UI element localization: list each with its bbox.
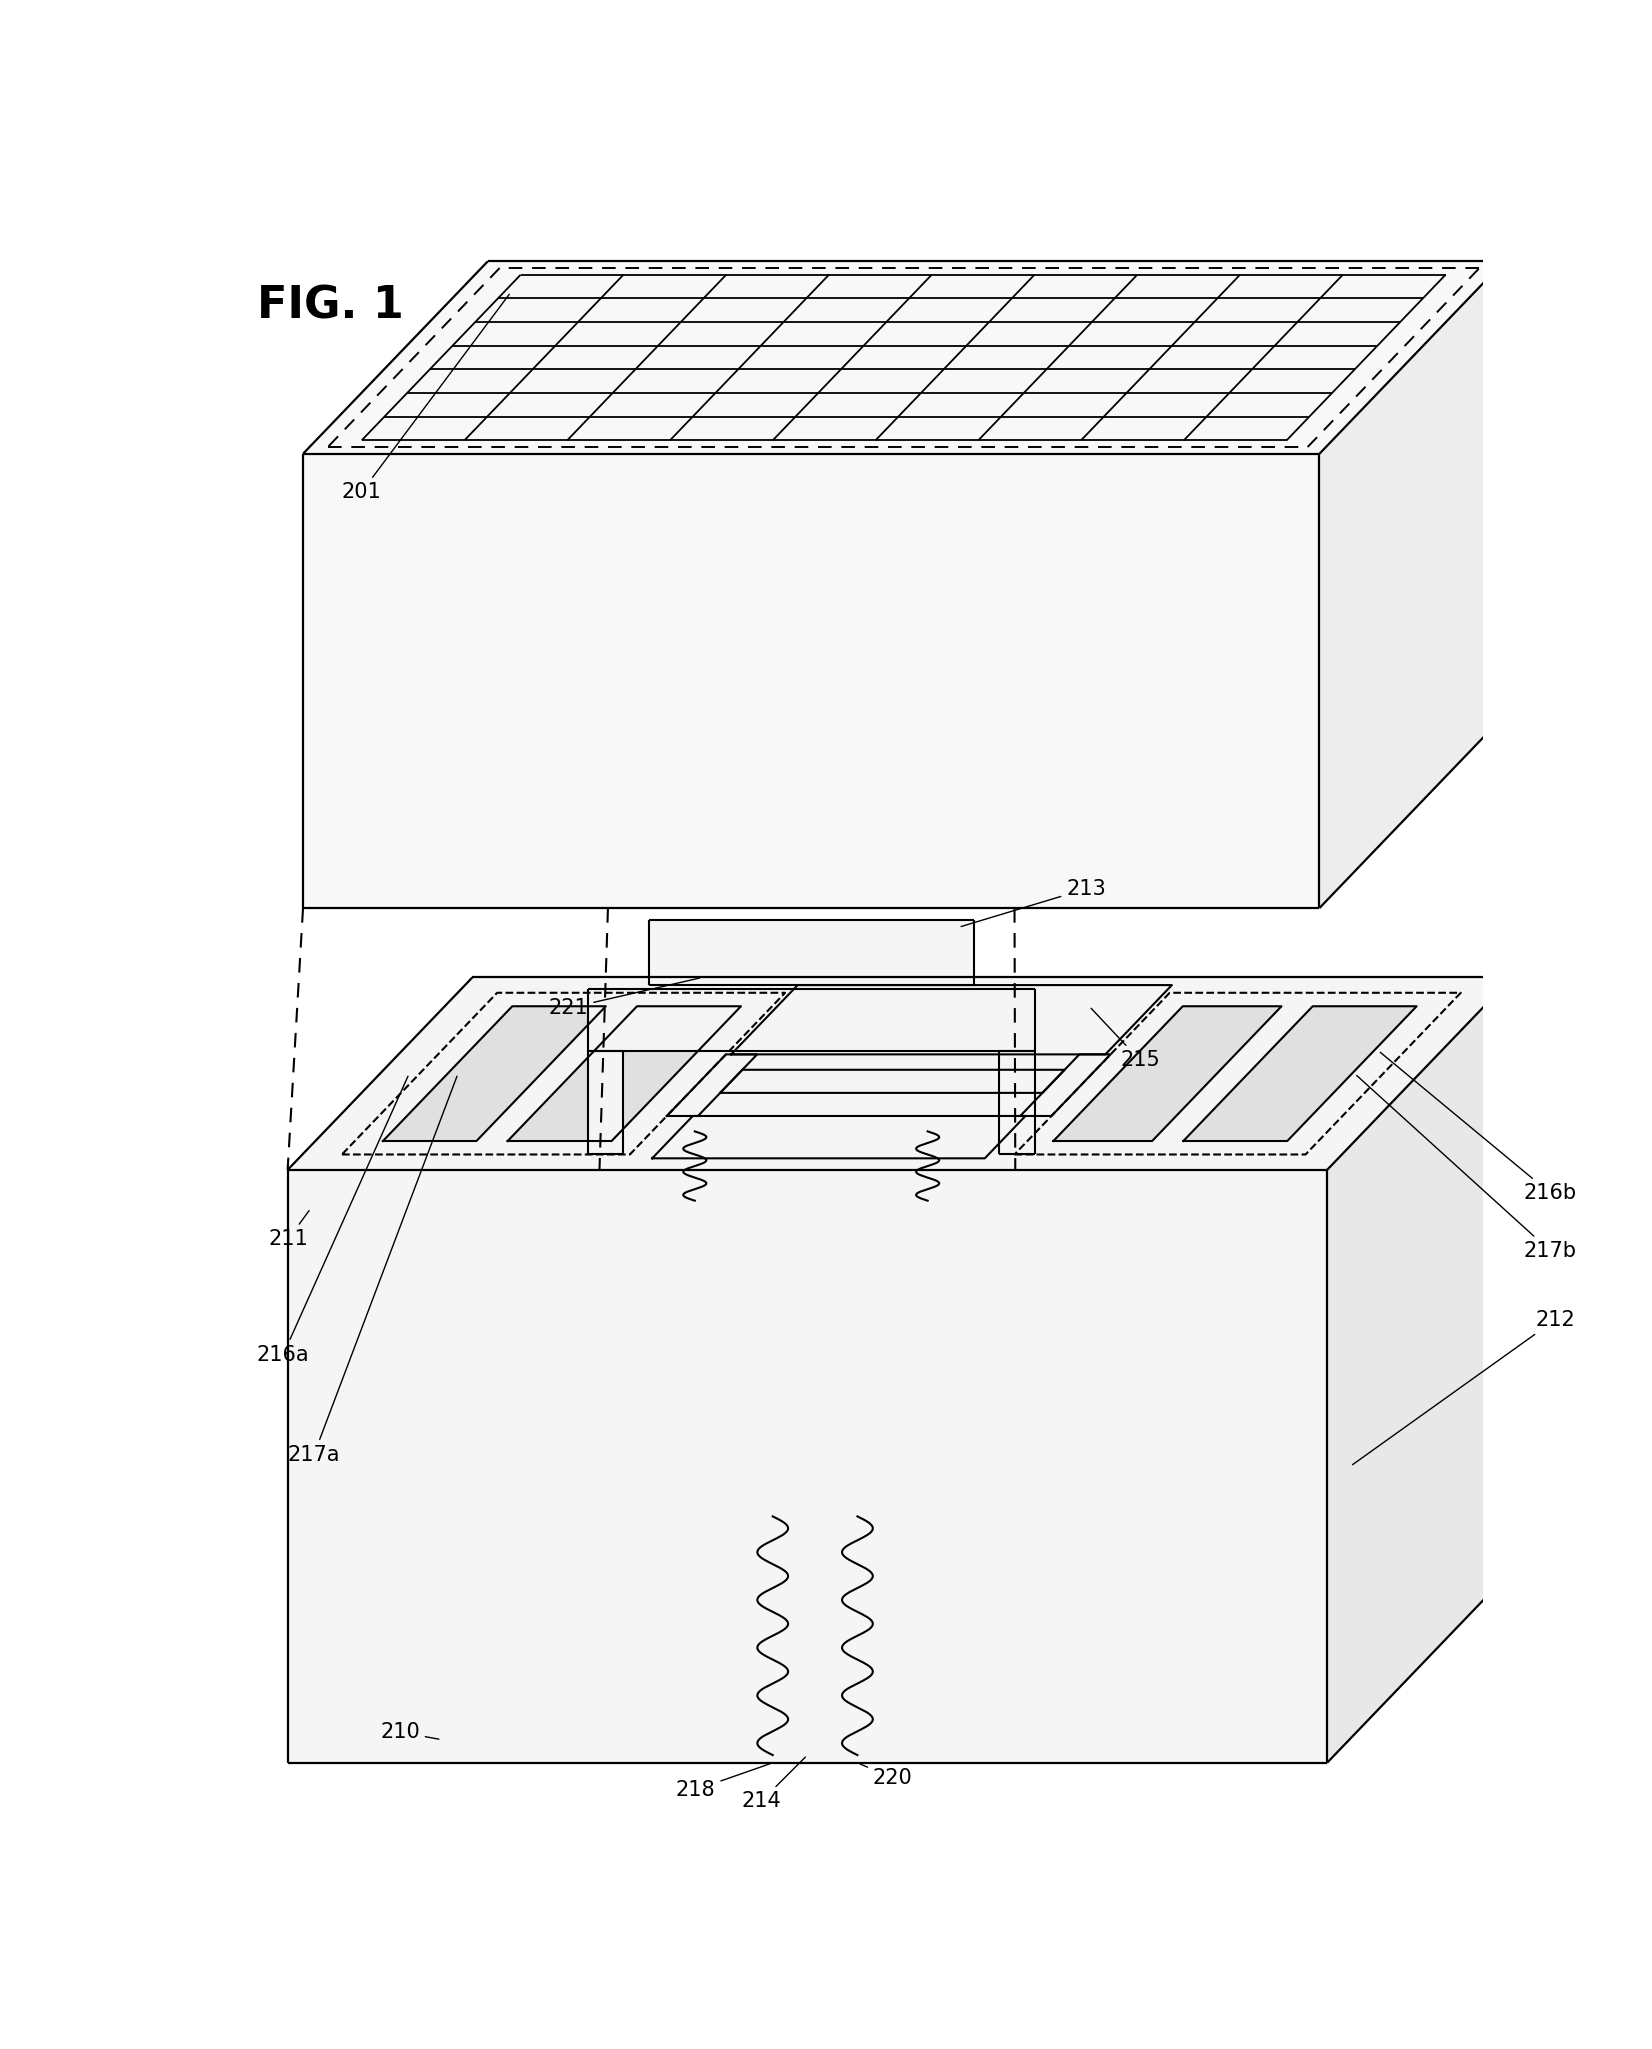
Polygon shape <box>720 1070 1064 1092</box>
Polygon shape <box>342 994 785 1154</box>
Polygon shape <box>302 453 1320 908</box>
Polygon shape <box>732 986 1171 1055</box>
Polygon shape <box>287 977 1512 1170</box>
Text: 217a: 217a <box>287 1076 458 1465</box>
Text: 216b: 216b <box>1381 1053 1576 1203</box>
Polygon shape <box>667 1055 757 1117</box>
Polygon shape <box>1054 1006 1282 1141</box>
Text: 220: 220 <box>861 1764 912 1789</box>
Text: 211: 211 <box>268 1211 309 1250</box>
Text: 215: 215 <box>1090 1008 1160 1070</box>
Polygon shape <box>1014 994 1460 1154</box>
Text: 212: 212 <box>1353 1309 1574 1465</box>
Text: 217b: 217b <box>1356 1076 1576 1260</box>
Text: 213: 213 <box>961 879 1105 926</box>
Text: 210: 210 <box>380 1721 439 1742</box>
Polygon shape <box>383 1006 606 1141</box>
Text: 218: 218 <box>676 1764 770 1799</box>
Polygon shape <box>588 990 1034 1051</box>
Polygon shape <box>588 1051 623 1154</box>
Polygon shape <box>1183 1006 1417 1141</box>
Polygon shape <box>1021 1055 1110 1117</box>
Polygon shape <box>999 1051 1034 1154</box>
Polygon shape <box>1320 262 1505 908</box>
Text: 201: 201 <box>342 295 509 502</box>
Polygon shape <box>649 920 975 986</box>
Text: 221: 221 <box>548 977 700 1018</box>
Polygon shape <box>287 1170 1327 1762</box>
Text: 214: 214 <box>742 1758 806 1811</box>
Text: 216a: 216a <box>256 1076 408 1365</box>
Polygon shape <box>653 1117 1026 1158</box>
Polygon shape <box>1327 977 1512 1762</box>
Polygon shape <box>507 1006 742 1141</box>
Polygon shape <box>302 262 1505 453</box>
Text: FIG. 1: FIG. 1 <box>256 285 403 328</box>
